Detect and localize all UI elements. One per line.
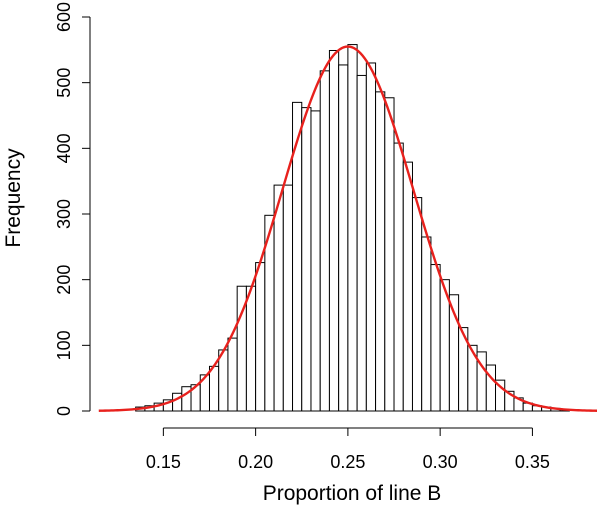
histogram-bar xyxy=(301,107,312,412)
y-tick-label: 400 xyxy=(54,133,74,163)
histogram-bar xyxy=(245,285,257,412)
histogram-bar xyxy=(347,44,358,412)
y-tick-label: 200 xyxy=(54,265,74,295)
histogram-bar xyxy=(328,49,340,412)
y-axis: 0 100 200 300 400 500 600 xyxy=(54,2,91,416)
histogram-bar xyxy=(384,97,395,412)
x-axis: 0.15 0.20 0.25 0.30 0.35 xyxy=(146,427,550,472)
histogram-bar xyxy=(365,62,377,412)
x-tick-label: 0.20 xyxy=(238,452,273,472)
y-tick-label: 100 xyxy=(54,330,74,360)
y-tick-label: 500 xyxy=(54,68,74,98)
x-tick-label: 0.25 xyxy=(330,452,365,472)
histogram-bar xyxy=(402,161,413,412)
histogram-bar xyxy=(319,70,330,412)
histogram-bar xyxy=(273,184,284,412)
x-tick-label: 0.35 xyxy=(515,452,550,472)
histogram-bar xyxy=(338,64,349,412)
x-tick-label: 0.15 xyxy=(146,452,181,472)
histogram-bar xyxy=(356,74,367,412)
histogram-bar xyxy=(375,91,386,412)
histogram-bar xyxy=(430,264,441,412)
x-axis-title: Proportion of line B xyxy=(263,482,442,505)
y-tick-label: 300 xyxy=(54,199,74,229)
y-axis-title: Frequency xyxy=(2,148,25,248)
histogram-bar xyxy=(227,337,238,412)
histogram-bar xyxy=(411,197,423,412)
x-tick-label: 0.30 xyxy=(423,452,458,472)
histogram-bar xyxy=(310,110,321,412)
histogram-bar xyxy=(255,262,266,412)
y-tick-label: 600 xyxy=(54,2,74,32)
histogram-bar xyxy=(421,236,432,412)
normal-fit-curve xyxy=(98,45,597,412)
histogram-bar xyxy=(393,142,404,412)
histogram-bar xyxy=(218,349,229,412)
y-tick-label: 0 xyxy=(54,406,74,416)
histogram-bars xyxy=(135,44,570,412)
histogram-bar xyxy=(282,184,294,412)
histogram-bar xyxy=(208,365,220,412)
